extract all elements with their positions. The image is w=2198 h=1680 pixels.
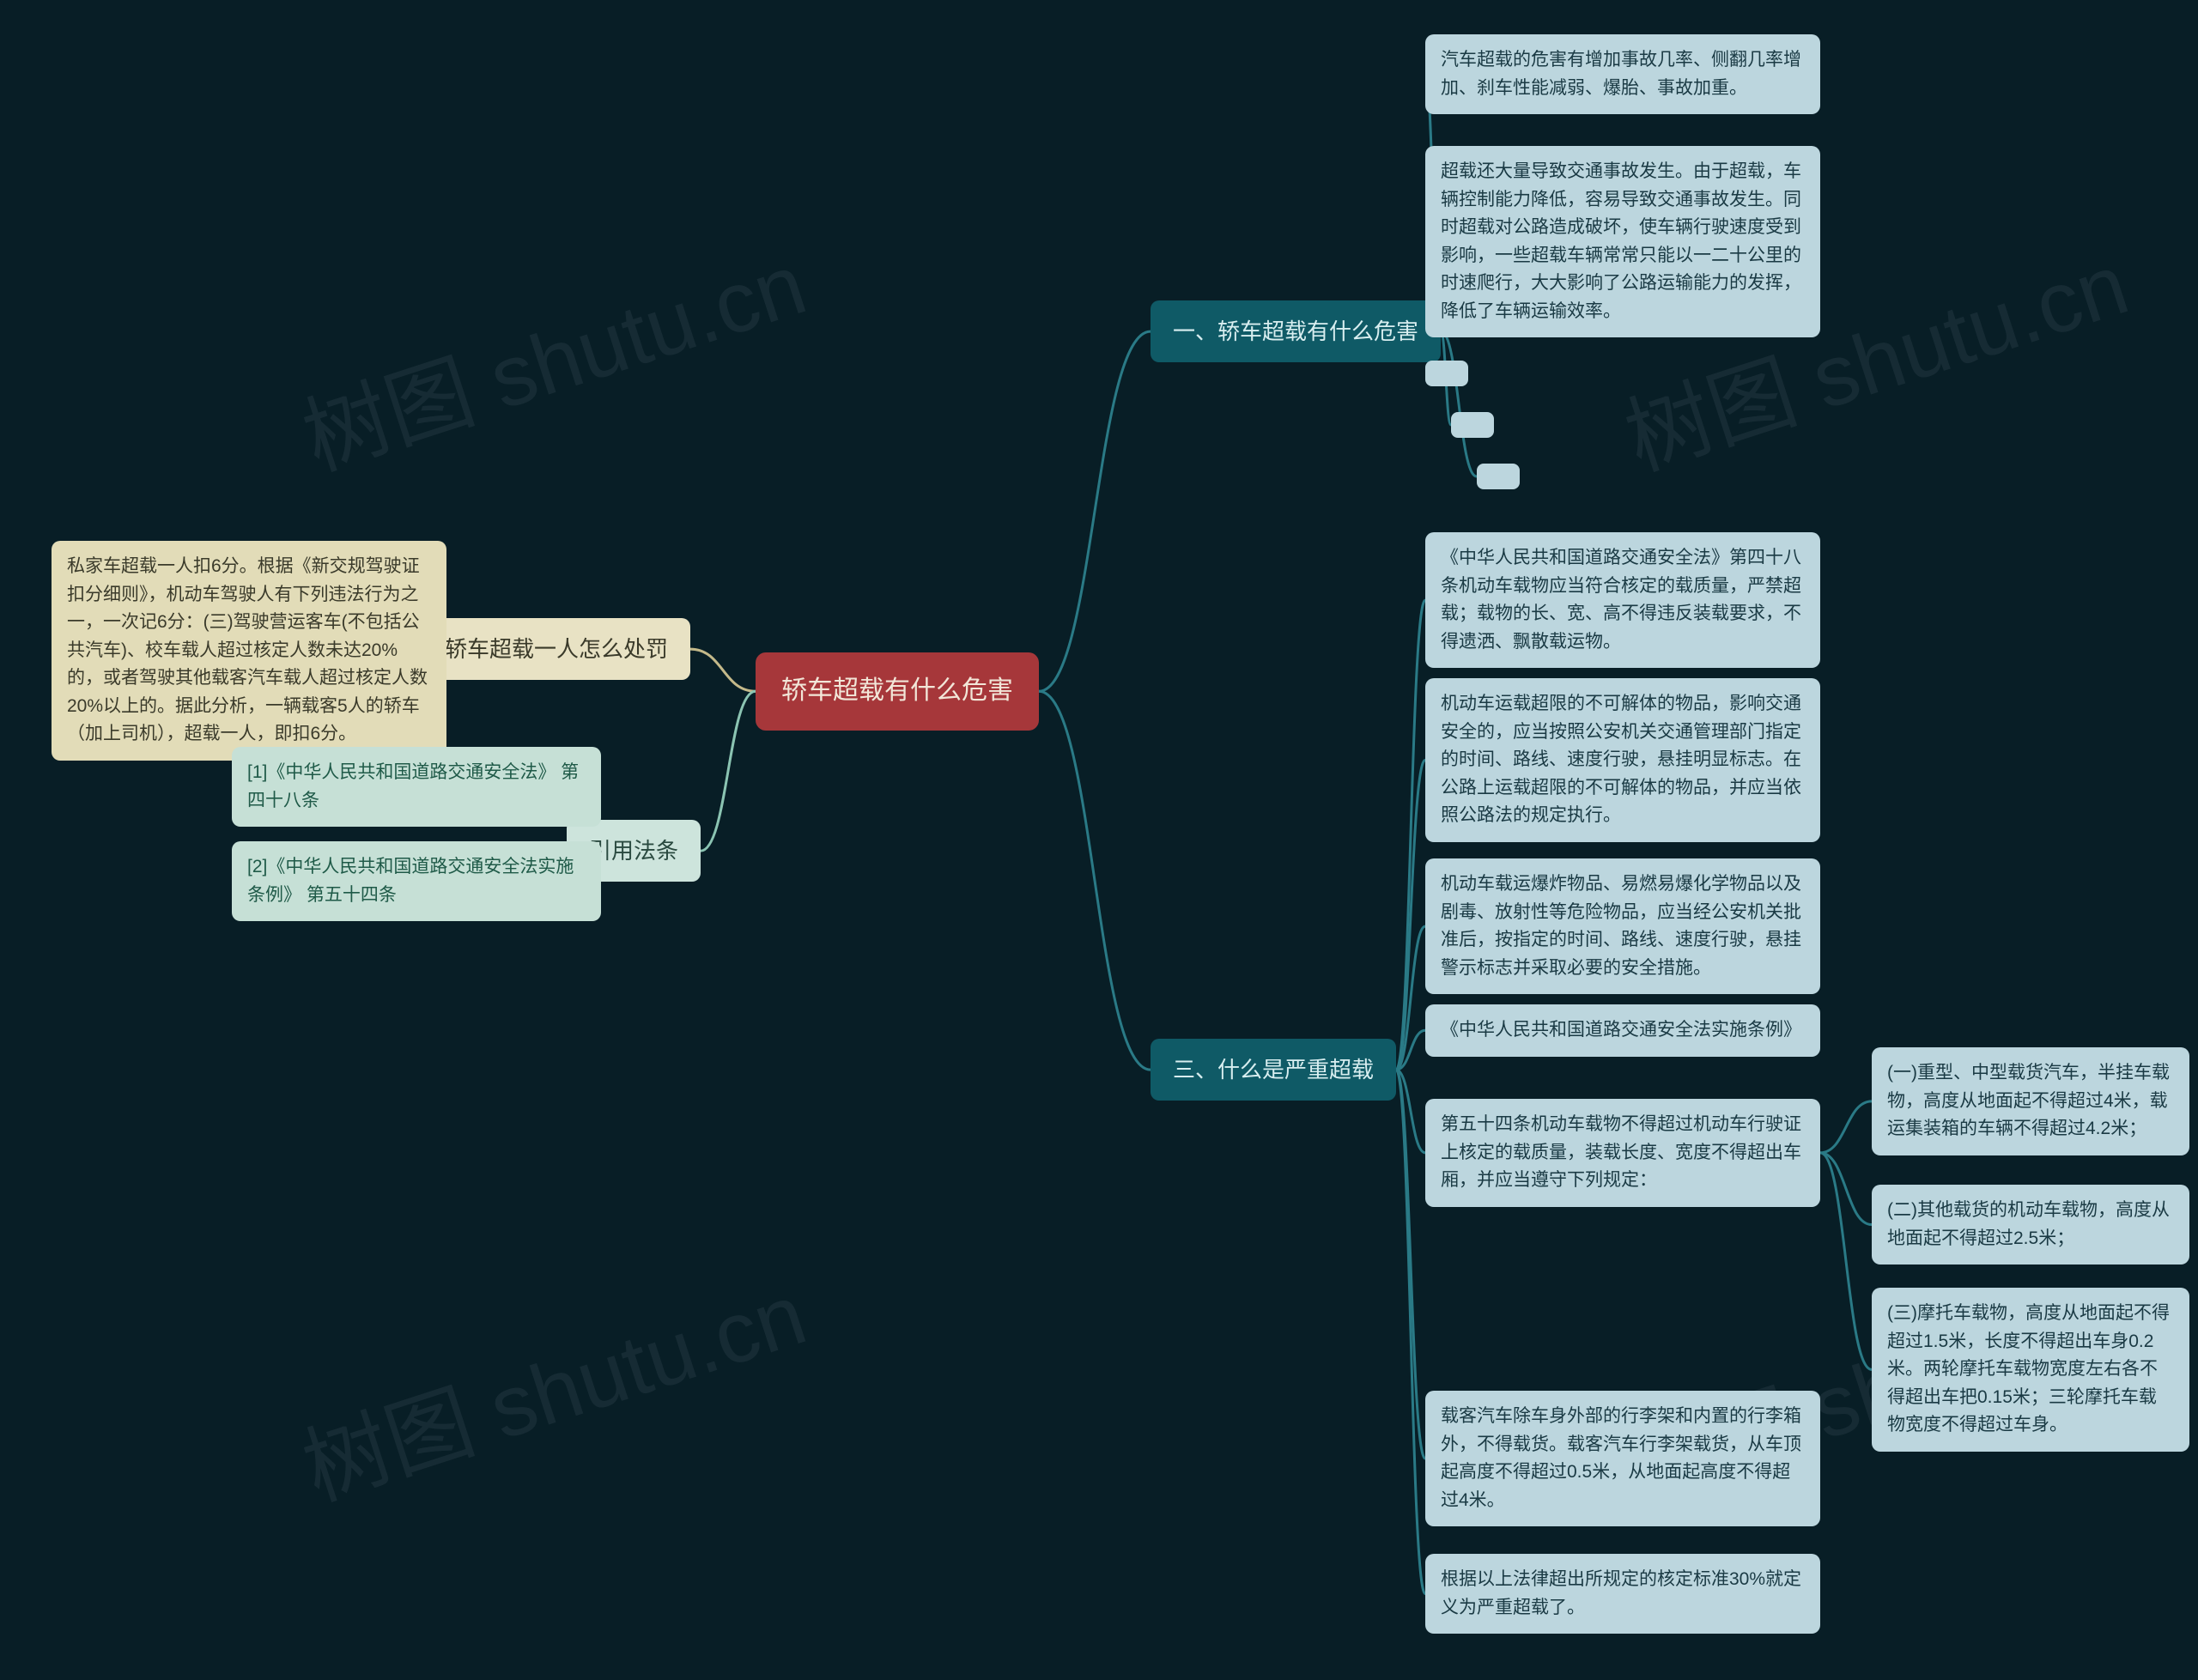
empty-pill-1 [1425, 361, 1468, 386]
empty-pill-3 [1477, 464, 1520, 489]
leaf-b1-2[interactable]: 超载还大量导致交通事故发生。由于超载，车辆控制能力降低，容易导致交通事故发生。同… [1425, 146, 1820, 337]
leaf-b2-1[interactable]: 私家车超载一人扣6分。根据《新交规驾驶证扣分细则》，机动车驾驶人有下列违法行为之… [52, 541, 446, 761]
branch-1[interactable]: 一、轿车超载有什么危害 [1151, 300, 1441, 362]
leaf-b1-1[interactable]: 汽车超载的危害有增加事故几率、侧翻几率增加、刹车性能减弱、爆胎、事故加重。 [1425, 34, 1820, 114]
leaf-b3-3[interactable]: 机动车载运爆炸物品、易燃易爆化学物品以及剧毒、放射性等危险物品，应当经公安机关批… [1425, 858, 1820, 994]
citation-1[interactable]: [1]《中华人民共和国道路交通安全法》 第四十八条 [232, 747, 601, 827]
root-node[interactable]: 轿车超载有什么危害 [756, 652, 1039, 731]
leaf-b3-1[interactable]: 《中华人民共和国道路交通安全法》第四十八条机动车载物应当符合核定的载质量，严禁超… [1425, 532, 1820, 668]
leaf-b3-5-1[interactable]: (一)重型、中型载货汽车，半挂车载物，高度从地面起不得超过4米，载运集装箱的车辆… [1872, 1047, 2189, 1155]
watermark: 树图 shutu.cn [285, 1245, 818, 1524]
branch-3[interactable]: 三、什么是严重超载 [1151, 1039, 1396, 1101]
leaf-b3-6[interactable]: 载客汽车除车身外部的行李架和内置的行李箱外，不得载货。载客汽车行李架载货，从车顶… [1425, 1391, 1820, 1526]
leaf-b3-2[interactable]: 机动车运载超限的不可解体的物品，影响交通安全的，应当按照公安机关交通管理部门指定… [1425, 678, 1820, 842]
citation-2[interactable]: [2]《中华人民共和国道路交通安全法实施条例》 第五十四条 [232, 841, 601, 921]
empty-pill-2 [1451, 412, 1494, 438]
leaf-b3-5[interactable]: 第五十四条机动车载物不得超过机动车行驶证上核定的载质量，装载长度、宽度不得超出车… [1425, 1099, 1820, 1207]
leaf-b3-4[interactable]: 《中华人民共和国道路交通安全法实施条例》 [1425, 1004, 1820, 1057]
watermark: 树图 shutu.cn [285, 215, 818, 494]
leaf-b3-5-2[interactable]: (二)其他载货的机动车载物，高度从地面起不得超过2.5米； [1872, 1185, 2189, 1265]
connector-layer [0, 0, 2198, 1680]
leaf-b3-5-3[interactable]: (三)摩托车载物，高度从地面起不得超过1.5米，长度不得超出车身0.2米。两轮摩… [1872, 1288, 2189, 1452]
leaf-b3-7[interactable]: 根据以上法律超出所规定的核定标准30%就定义为严重超载了。 [1425, 1554, 1820, 1634]
